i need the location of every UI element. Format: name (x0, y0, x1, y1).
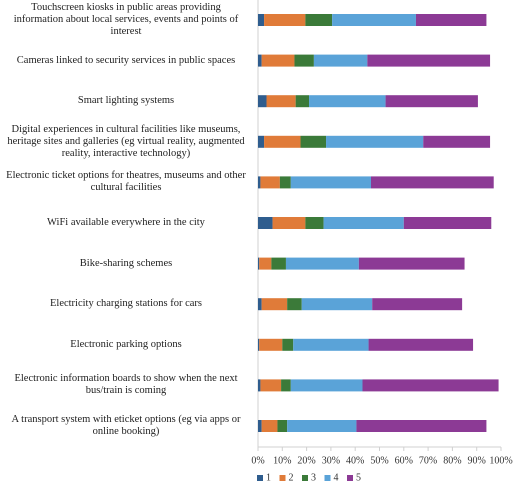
x-tick-label: 70% (419, 455, 437, 466)
category-label: Smart lighting systems (77, 95, 175, 107)
bar-segment (368, 338, 474, 351)
x-tick-label: 50% (370, 455, 388, 466)
bar-segment (300, 135, 327, 148)
bar-segment (367, 54, 491, 67)
bar-segment (261, 298, 288, 311)
bar-segment (260, 176, 280, 189)
bar-segment (301, 298, 373, 311)
legend-swatch (302, 475, 308, 481)
bar-segment (293, 338, 369, 351)
bar-segment (282, 338, 294, 351)
bar-segment (258, 338, 260, 351)
bar-segment (326, 135, 424, 148)
category-label: Electricity charging stations for cars (49, 298, 202, 310)
legend-label: 2 (289, 472, 294, 483)
bar-segment (403, 217, 492, 229)
bar-segment (258, 176, 261, 189)
bar-segment (295, 95, 310, 108)
x-tick-label: 90% (468, 455, 486, 466)
bar-segment (259, 338, 283, 351)
bar-segment (258, 135, 265, 148)
bar-segment (323, 217, 404, 229)
legend-swatch (279, 475, 286, 481)
bar-segment (259, 257, 272, 270)
bar-segment (305, 217, 324, 229)
category-label: Electronic parking options (70, 338, 182, 350)
bar-segment (305, 14, 333, 26)
category-label: Touchscreen kiosks in public areas provi… (13, 2, 239, 37)
bar-segment (287, 298, 302, 311)
bar-segment (358, 257, 465, 270)
x-tick-label: 60% (395, 455, 413, 466)
bar-segment (258, 298, 262, 311)
x-tick-label: 80% (443, 455, 461, 466)
bar-segment (258, 257, 260, 270)
x-tick-label: 0% (251, 455, 264, 466)
x-tick-label: 100% (489, 455, 512, 466)
bar-segment (261, 420, 278, 432)
bar-segment (423, 135, 491, 148)
legend-swatch (347, 475, 353, 481)
bar-segment (258, 14, 265, 26)
bar-segment (258, 54, 262, 67)
bar-segment (258, 379, 261, 392)
bar-segment (309, 95, 386, 108)
bar-segment (264, 135, 301, 148)
bar-segment (356, 420, 487, 432)
bar-segment (258, 420, 262, 432)
bar-segment (272, 217, 306, 229)
bar-segment (264, 14, 306, 26)
x-tick-label: 20% (297, 455, 315, 466)
bar-segment (279, 176, 291, 189)
category-label: Electronic information boards to show wh… (14, 373, 238, 397)
legend-swatch (257, 475, 263, 481)
bar-segment (415, 14, 487, 26)
bar-segment (362, 379, 499, 392)
bar-segment (372, 298, 463, 311)
category-label: WiFi available everywhere in the city (47, 217, 205, 228)
bar-segment (261, 54, 295, 67)
bar-segment (285, 257, 359, 270)
bar-segment (385, 95, 478, 108)
legend-label: 4 (334, 472, 339, 483)
bar-segment (271, 257, 286, 270)
legend-label: 1 (266, 472, 271, 483)
bar-segment (294, 54, 314, 67)
bar-segment (260, 379, 282, 392)
category-label: A transport system with eticket options … (11, 414, 241, 437)
x-tick-label: 30% (322, 455, 340, 466)
legend-label: 3 (311, 472, 316, 483)
x-tick-label: 10% (273, 455, 291, 466)
bar-segment (258, 217, 273, 229)
x-tick-label: 40% (346, 455, 364, 466)
bar-segment (290, 176, 371, 189)
bar-segment (290, 379, 363, 392)
bar-segment (287, 420, 357, 432)
bar-segment (281, 379, 291, 392)
category-label: Digital experiences in cultural faciliti… (7, 123, 245, 159)
legend-swatch (324, 475, 331, 481)
bar-segment (258, 95, 267, 108)
bar-segment (332, 14, 416, 26)
legend-label: 5 (356, 472, 361, 483)
bar-segment (266, 95, 296, 108)
category-label: Cameras linked to security services in p… (16, 54, 236, 66)
bar-segment (277, 420, 288, 432)
category-label: Bike-sharing schemes (79, 257, 173, 269)
bar-segment (313, 54, 368, 67)
bar-segment (370, 176, 494, 189)
category-label: Electronic ticket options for theatres, … (6, 170, 246, 194)
